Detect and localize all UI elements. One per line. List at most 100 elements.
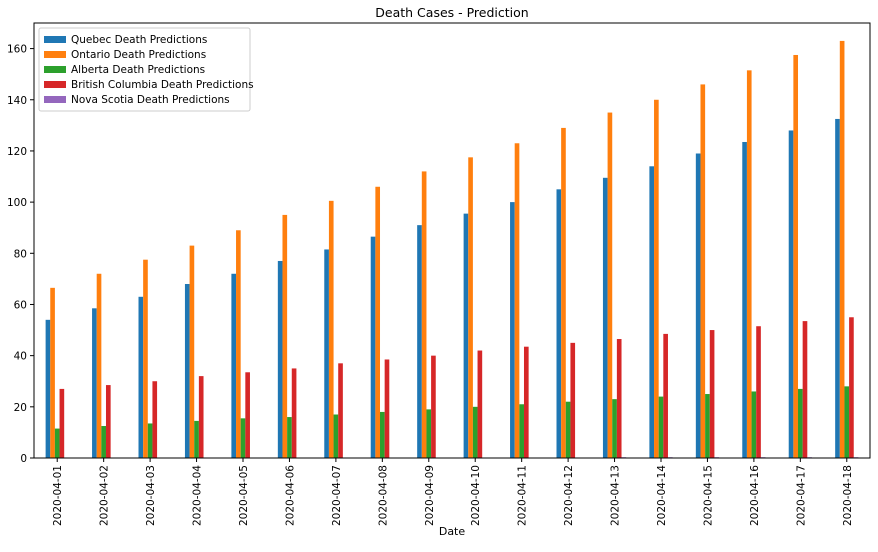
bar-quebec-death-predictions-2020-04-15: [695, 153, 701, 458]
legend-swatch: [44, 36, 66, 43]
x-tick-label: 2020-04-05: [238, 465, 250, 526]
bar-alberta-death-predictions-2020-04-05: [240, 418, 246, 458]
bar-alberta-death-predictions-2020-04-16: [751, 391, 757, 458]
legend: Quebec Death Predictions Ontario Death Pr…: [38, 27, 254, 112]
bar-ontario-death-predictions-2020-04-02: [96, 273, 102, 458]
x-tick-label: 2020-04-08: [377, 465, 389, 526]
x-axis: 2020-04-01 2020-04-02 2020-04-03 2020-04-04…: [52, 458, 854, 526]
bar-quebec-death-predictions-2020-04-13: [602, 177, 608, 458]
bar-ontario-death-predictions-2020-04-18: [839, 40, 845, 458]
bar-british-columbia-death-predictions-2020-04-01: [59, 388, 65, 458]
bar-alberta-death-predictions-2020-04-06: [287, 417, 292, 458]
bar-quebec-death-predictions-2020-04-10: [463, 213, 469, 458]
bar-quebec-death-predictions-2020-04-16: [742, 141, 747, 458]
bar-british-columbia-death-predictions-2020-04-15: [709, 330, 715, 458]
y-tick-label: 100: [7, 197, 27, 209]
bar-alberta-death-predictions-2020-04-04: [194, 420, 199, 458]
legend-label: Alberta Death Predictions: [71, 64, 205, 76]
bar-british-columbia-death-predictions-2020-04-17: [802, 321, 808, 458]
x-tick-label: 2020-04-18: [842, 465, 854, 526]
x-tick-label: 2020-04-10: [470, 465, 482, 526]
bar-british-columbia-death-predictions-2020-04-03: [152, 381, 158, 458]
bar-british-columbia-death-predictions-2020-04-05: [245, 372, 250, 458]
bar-alberta-death-predictions-2020-04-07: [333, 414, 339, 458]
y-tick-label: 80: [14, 248, 27, 260]
bar-quebec-death-predictions-2020-04-14: [649, 166, 655, 458]
bar-quebec-death-predictions-2020-04-02: [92, 308, 97, 458]
y-tick-label: 60: [14, 299, 27, 311]
x-tick-label: 2020-04-02: [99, 465, 111, 526]
bar-alberta-death-predictions-2020-04-10: [472, 406, 478, 458]
legend-label: Nova Scotia Death Predictions: [71, 94, 230, 106]
bar-ontario-death-predictions-2020-04-16: [746, 70, 752, 459]
x-tick-label: 2020-04-15: [702, 465, 714, 526]
bar-british-columbia-death-predictions-2020-04-11: [523, 346, 529, 458]
bar-alberta-death-predictions-2020-04-08: [380, 411, 385, 458]
x-tick-label: 2020-04-03: [145, 465, 157, 526]
bar-alberta-death-predictions-2020-04-15: [705, 394, 710, 458]
bar-alberta-death-predictions-2020-04-11: [519, 404, 524, 458]
y-tick-label: 160: [7, 44, 27, 56]
bar-quebec-death-predictions-2020-04-08: [370, 236, 376, 458]
bar-quebec-death-predictions-2020-04-11: [510, 202, 515, 458]
bar-quebec-death-predictions-2020-04-18: [835, 118, 840, 459]
x-tick-label: 2020-04-17: [795, 465, 807, 526]
y-tick-label: 40: [14, 351, 27, 363]
bar-alberta-death-predictions-2020-04-17: [798, 388, 803, 458]
bar-british-columbia-death-predictions-2020-04-13: [616, 339, 622, 458]
bar-ontario-death-predictions-2020-04-14: [654, 99, 659, 458]
bar-alberta-death-predictions-2020-04-18: [844, 386, 850, 458]
bar-quebec-death-predictions-2020-04-07: [324, 249, 329, 458]
bar-ontario-death-predictions-2020-04-15: [700, 84, 706, 458]
bar-british-columbia-death-predictions-2020-04-10: [477, 350, 483, 458]
bar-british-columbia-death-predictions-2020-04-07: [338, 363, 343, 458]
bar-alberta-death-predictions-2020-04-14: [658, 396, 664, 458]
y-tick-label: 120: [7, 146, 27, 158]
legend-label: British Columbia Death Predictions: [71, 79, 254, 91]
x-tick-label: 2020-04-16: [749, 465, 761, 526]
x-axis-label: Date: [439, 525, 466, 538]
chart-title: Death Cases - Prediction: [375, 5, 528, 20]
bar-ontario-death-predictions-2020-04-08: [375, 186, 381, 458]
bar-quebec-death-predictions-2020-04-06: [277, 260, 283, 458]
x-tick-label: 2020-04-04: [192, 465, 204, 526]
bar-quebec-death-predictions-2020-04-01: [45, 319, 51, 458]
y-tick-label: 140: [7, 95, 27, 107]
x-tick-label: 2020-04-01: [52, 465, 64, 526]
bar-british-columbia-death-predictions-2020-04-14: [663, 333, 668, 458]
bar-alberta-death-predictions-2020-04-13: [612, 399, 617, 458]
legend-box: [38, 27, 251, 112]
bar-british-columbia-death-predictions-2020-04-18: [849, 317, 854, 458]
bar-ontario-death-predictions-2020-04-01: [50, 287, 55, 458]
legend-swatch: [44, 81, 66, 88]
x-tick-label: 2020-04-11: [517, 465, 529, 526]
bar-alberta-death-predictions-2020-04-12: [565, 401, 571, 458]
bar-ontario-death-predictions-2020-04-09: [421, 171, 427, 459]
bar-alberta-death-predictions-2020-04-02: [101, 426, 106, 458]
bar-quebec-death-predictions-2020-04-05: [231, 273, 237, 458]
bar-quebec-death-predictions-2020-04-03: [138, 296, 144, 458]
bar-series-group: [45, 40, 859, 459]
x-tick-label: 2020-04-07: [331, 465, 343, 526]
bar-ontario-death-predictions-2020-04-03: [143, 259, 148, 458]
bar-ontario-death-predictions-2020-04-17: [793, 54, 799, 459]
bar-ontario-death-predictions-2020-04-05: [236, 230, 241, 458]
bar-british-columbia-death-predictions-2020-04-09: [431, 355, 436, 458]
plot-frame: [33, 22, 871, 459]
bar-quebec-death-predictions-2020-04-12: [556, 189, 562, 458]
bar-alberta-death-predictions-2020-04-01: [54, 428, 60, 458]
bar-ontario-death-predictions-2020-04-06: [282, 214, 288, 458]
bar-ontario-death-predictions-2020-04-10: [468, 157, 473, 458]
bar-british-columbia-death-predictions-2020-04-06: [291, 368, 297, 458]
x-tick-label: 2020-04-06: [284, 465, 296, 526]
legend-label: Ontario Death Predictions: [71, 49, 206, 61]
bar-british-columbia-death-predictions-2020-04-04: [198, 376, 204, 458]
bar-ontario-death-predictions-2020-04-13: [607, 112, 613, 458]
bar-quebec-death-predictions-2020-04-17: [788, 130, 794, 458]
legend-swatch: [44, 96, 66, 103]
bar-ontario-death-predictions-2020-04-12: [561, 127, 566, 458]
bar-quebec-death-predictions-2020-04-09: [417, 225, 422, 458]
bar-alberta-death-predictions-2020-04-03: [147, 423, 153, 458]
bar-british-columbia-death-predictions-2020-04-12: [570, 342, 576, 458]
